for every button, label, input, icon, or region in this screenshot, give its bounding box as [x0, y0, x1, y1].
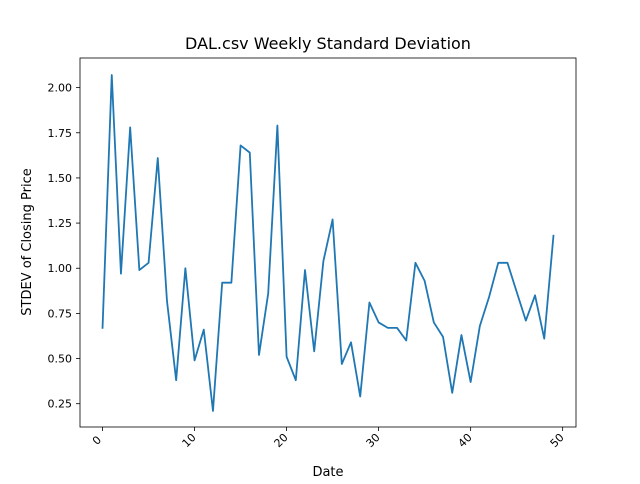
y-tick-label: 1.00	[48, 262, 73, 275]
y-axis-label: STDEV of Closing Price	[20, 168, 35, 315]
y-tick-label: 0.75	[48, 307, 73, 320]
y-tick-label: 0.25	[48, 398, 73, 411]
y-tick-label: 0.50	[48, 353, 73, 366]
y-tick-label: 1.25	[48, 217, 73, 230]
chart-title: DAL.csv Weekly Standard Deviation	[185, 34, 471, 53]
y-tick-label: 1.75	[48, 127, 73, 140]
y-tick-label: 1.50	[48, 172, 73, 185]
y-tick-label: 2.00	[48, 82, 73, 95]
x-axis-label: Date	[312, 465, 343, 480]
